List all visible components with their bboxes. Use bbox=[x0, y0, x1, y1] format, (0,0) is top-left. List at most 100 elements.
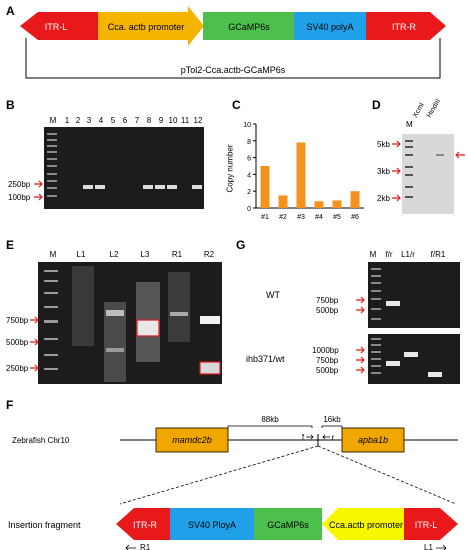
gel-e-band-r1 bbox=[170, 312, 188, 316]
itr-r-label: ITR-R bbox=[392, 22, 416, 32]
gel-e-lane-r2: R2 bbox=[203, 250, 215, 259]
gel-b-image bbox=[44, 127, 204, 209]
gel-d-band bbox=[436, 154, 444, 156]
gel-b-lane-9: 9 bbox=[158, 116, 164, 125]
gel-g-arrows bbox=[356, 296, 365, 374]
panel-label-g: G bbox=[236, 238, 246, 252]
gel-e-smear-l2 bbox=[104, 302, 126, 382]
gel-e-band-r2 bbox=[200, 316, 220, 324]
gel-e-marker-250: 250bp bbox=[6, 364, 29, 373]
gel-b-lane-10: 10 bbox=[168, 116, 178, 125]
gel-d-lane-xcml: Xcml bbox=[411, 102, 426, 119]
gel-b-lane-11: 11 bbox=[180, 116, 190, 125]
gel-g-row1-label: WT bbox=[266, 290, 280, 300]
chart-c-ytick-label: 0 bbox=[247, 206, 251, 213]
chart-c-bar bbox=[332, 200, 342, 208]
insert-promoter-label: Cca.actb promoter bbox=[329, 520, 403, 530]
panel-label-d: D bbox=[372, 98, 381, 112]
chart-c-category-label: #1 bbox=[261, 214, 269, 221]
chart-c-bar bbox=[350, 191, 360, 208]
insert-gcamp-label: GCaMP6s bbox=[267, 520, 309, 530]
gel-b-ladder bbox=[47, 133, 57, 197]
gel-g-marker-het-1000: 1000bp bbox=[312, 346, 339, 355]
gene-left-label: mamdc2b bbox=[172, 435, 212, 445]
gel-d-ladder bbox=[405, 140, 413, 198]
insert-itr-l bbox=[404, 508, 458, 540]
gel-b-lane-2: 2 bbox=[75, 116, 81, 125]
primer-r-label: r bbox=[332, 433, 335, 442]
gel-g-wt-band bbox=[386, 301, 400, 306]
gel-b-lane-5: 5 bbox=[110, 116, 116, 125]
gel-b-arrows bbox=[34, 180, 43, 201]
zoom-line-right bbox=[317, 445, 457, 505]
panel-label-b: B bbox=[6, 98, 15, 112]
gel-g-het-band-fr1 bbox=[428, 372, 442, 377]
gel-e-ladder bbox=[44, 270, 58, 370]
itr-l-label: ITR-L bbox=[45, 22, 68, 32]
gel-e-arrows bbox=[30, 316, 39, 372]
gel-b-bands bbox=[83, 185, 202, 189]
gel-g-het-image bbox=[368, 334, 460, 384]
chromosome-label: Zebrafish Chr10 bbox=[12, 436, 70, 445]
panel-label-e: E bbox=[6, 238, 15, 252]
gel-g-marker-wt-750: 750bp bbox=[316, 296, 339, 305]
panel-label-f: F bbox=[6, 398, 14, 412]
gel-d-arrows bbox=[392, 140, 401, 202]
gene-apba1b bbox=[341, 427, 405, 453]
gel-e-band-l2 bbox=[106, 310, 124, 316]
gel-b-lane-1: 1 bbox=[64, 116, 70, 125]
gel-e-image bbox=[38, 262, 222, 384]
insert-itr-r-label: ITR-R bbox=[133, 520, 157, 530]
bracket-16kb bbox=[321, 425, 343, 428]
copy-number-chart: 0 2 4 6 8 10 #1 #2 #3 #4 #5 #6 bbox=[243, 122, 364, 221]
promoter-segment bbox=[98, 6, 204, 46]
primer-f-arrow bbox=[306, 434, 314, 440]
gel-g-marker-het-750: 750bp bbox=[316, 356, 339, 365]
gel-e-box-l3 bbox=[136, 319, 160, 337]
primer-f-label: f bbox=[302, 433, 305, 442]
sv40-segment bbox=[294, 12, 366, 40]
insert-itr-l-label: ITR-L bbox=[415, 520, 438, 530]
insert-gcamp bbox=[254, 508, 322, 540]
gel-e-lane-l2: L2 bbox=[109, 250, 119, 259]
zoom-line-left bbox=[119, 445, 319, 505]
chart-c-category-label: #5 bbox=[333, 214, 341, 221]
chart-c-ylabel: Copy number bbox=[225, 144, 235, 193]
gel-g-lane-fr: f/r bbox=[385, 250, 393, 259]
construct-diagram: ITR-L Cca. actb promoter GCaMP6s SV40 po… bbox=[20, 6, 446, 79]
panel-label-c: C bbox=[232, 98, 241, 112]
insertion-label: Insertion fragment bbox=[8, 520, 81, 530]
primer-r1-label: R1 bbox=[140, 543, 151, 550]
chart-c-ytick-label: 6 bbox=[247, 156, 251, 163]
gel-b-lane-m: M bbox=[49, 116, 57, 125]
chart-c-category-label: #4 bbox=[315, 214, 323, 221]
gene-right-label: apba1b bbox=[358, 435, 388, 445]
gel-e-lane-m: M bbox=[49, 250, 57, 259]
panel-label-a: A bbox=[6, 4, 15, 18]
gel-g-row2-label: ihb371/wt bbox=[246, 354, 285, 364]
gcamp-segment bbox=[203, 12, 295, 40]
gel-e-smear-l1 bbox=[72, 266, 94, 346]
chart-c-bar bbox=[296, 142, 306, 208]
gel-e-marker-500: 500bp bbox=[6, 338, 29, 347]
gel-g-wt-ladder bbox=[371, 268, 381, 320]
dist-left: 88kb bbox=[261, 415, 279, 424]
gel-e-lane-l3: L3 bbox=[140, 250, 150, 259]
chart-c-ytick-label: 8 bbox=[247, 139, 251, 146]
primer-l1-arrow bbox=[436, 544, 447, 550]
chart-c-ytick-label: 2 bbox=[247, 189, 251, 196]
gel-d-marker-5kb: 5kb bbox=[377, 140, 390, 149]
gcamp-label: GCaMP6s bbox=[228, 22, 270, 32]
gel-b-lane-7: 7 bbox=[134, 116, 140, 125]
chart-c-bar bbox=[260, 166, 270, 208]
gel-g-lane-fr1: f/R1 bbox=[430, 250, 446, 259]
dist-right: 16kb bbox=[323, 415, 341, 424]
gel-b-lane-8: 8 bbox=[146, 116, 152, 125]
gel-e-band-l2b bbox=[106, 348, 124, 352]
gel-b-marker-250: 250bp bbox=[8, 180, 31, 189]
gel-e-box-r2 bbox=[199, 361, 221, 375]
insert-promoter bbox=[322, 508, 404, 540]
insert-sv40 bbox=[170, 508, 254, 540]
gel-e-lane-r1: R1 bbox=[171, 250, 183, 259]
itr-r-segment bbox=[366, 12, 446, 40]
